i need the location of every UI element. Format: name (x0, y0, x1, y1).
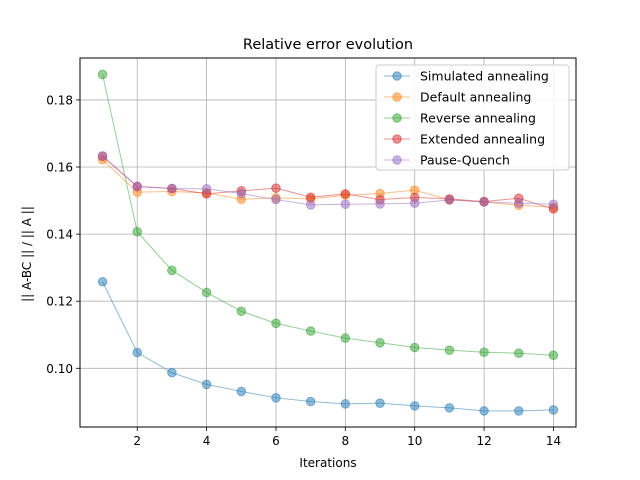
data-point (375, 199, 385, 209)
data-point (201, 379, 212, 390)
series-simulated-annealing (97, 276, 559, 416)
x-tick-label: 2 (133, 434, 141, 448)
legend-swatch-marker (392, 134, 402, 144)
legend-item: Pause-Quench (384, 153, 510, 168)
y-tick-label: 0.14 (46, 228, 73, 242)
data-point (236, 188, 247, 199)
data-point (444, 195, 455, 205)
data-point (513, 348, 524, 359)
data-point (271, 183, 281, 193)
data-point (409, 198, 420, 209)
data-point (479, 347, 489, 357)
legend-swatch-marker (392, 155, 402, 165)
x-tick-label: 12 (476, 434, 491, 448)
data-point (201, 184, 212, 194)
data-point (548, 350, 559, 361)
legend-swatch-marker (392, 71, 402, 81)
data-point (167, 183, 177, 194)
x-tick-label: 8 (342, 434, 350, 448)
legend-item: Default annealing (384, 90, 531, 105)
x-tick-label: 10 (407, 434, 422, 448)
legend-item: Extended annealing (384, 132, 545, 147)
x-axis-title: Iterations (299, 456, 356, 470)
y-tick-label: 0.12 (46, 295, 73, 309)
data-point (167, 367, 177, 378)
data-point (271, 318, 281, 329)
data-point (236, 386, 247, 397)
series-pause-quench (97, 151, 559, 210)
data-point (513, 406, 524, 416)
data-point (167, 265, 177, 276)
data-point (513, 198, 524, 209)
x-tick-label: 6 (272, 434, 280, 448)
chart-title: Relative error evolution (243, 37, 413, 53)
data-point (97, 276, 108, 287)
y-tick-label: 0.10 (46, 362, 73, 376)
x-tick-label: 4 (203, 434, 211, 448)
series-reverse-annealing (97, 69, 559, 361)
series-line (102, 74, 554, 356)
data-point (340, 333, 351, 343)
data-point (375, 398, 385, 408)
data-point (305, 396, 316, 407)
data-point (340, 199, 351, 210)
legend-item: Simulated annealing (384, 69, 549, 84)
legend-box (375, 64, 570, 171)
legend-label: Default annealing (420, 90, 531, 105)
data-point (340, 189, 351, 199)
legend-swatch-marker (392, 92, 402, 102)
legend-label: Reverse annealing (420, 111, 536, 126)
data-point (132, 347, 143, 358)
legend-label: Extended annealing (420, 132, 545, 147)
data-point (305, 326, 316, 336)
data-point (201, 287, 212, 298)
legend-swatch-marker (392, 113, 402, 123)
y-axis-title: || A-BC || / || A || (20, 206, 34, 302)
data-point (271, 393, 281, 403)
y-tick-label: 0.16 (46, 161, 73, 175)
data-point (97, 69, 108, 80)
x-axis-ticks: 2 4 6 8 10 12 14 (133, 427, 561, 448)
data-point (444, 345, 455, 355)
data-point (132, 181, 143, 192)
data-point (444, 403, 455, 413)
data-point (97, 151, 108, 161)
data-point (548, 199, 559, 210)
y-axis-ticks: 0.10 0.12 0.14 0.16 0.18 (46, 93, 80, 376)
legend: Simulated annealing Default annealing Reve… (375, 64, 570, 171)
y-tick-label: 0.18 (46, 93, 73, 107)
plot-frame (79, 57, 577, 428)
legend-label: Pause-Quench (420, 153, 510, 168)
data-point (305, 200, 316, 210)
data-point (340, 399, 351, 409)
data-point (479, 406, 489, 416)
data-point (375, 338, 385, 348)
data-point (479, 197, 489, 207)
data-point (409, 401, 420, 411)
data-point (236, 306, 247, 317)
legend-label: Simulated annealing (420, 69, 549, 84)
data-point (548, 405, 559, 415)
data-point (409, 342, 420, 353)
data-point (132, 226, 143, 237)
data-point (271, 194, 281, 205)
legend-item: Reverse annealing (384, 111, 536, 126)
series-line (102, 281, 554, 412)
x-tick-label: 14 (546, 434, 561, 448)
series-line (102, 155, 554, 206)
series-layer (97, 69, 559, 416)
